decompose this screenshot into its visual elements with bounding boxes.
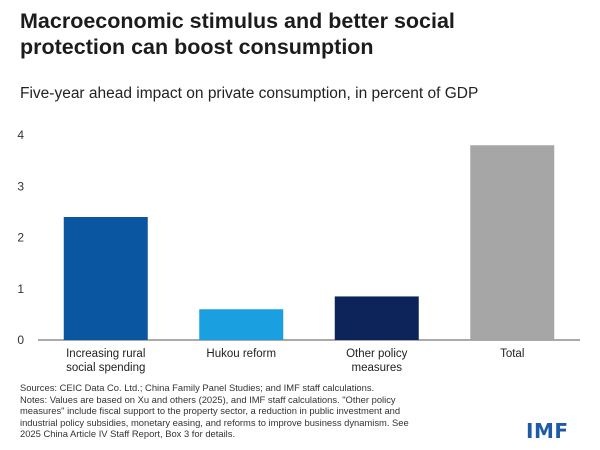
notes-line-3: industrial policy subsidies, monetary ea… (20, 416, 409, 428)
bar-chart: 0 1 2 3 4 Increasing rural social spending Huko… (17, 128, 580, 374)
x-tick-label: Other policy measures (346, 348, 408, 374)
notes-line-1: Notes: Values are based on Xu and others… (20, 393, 396, 405)
chart-title-line-2: protection can boost consumption (20, 35, 374, 59)
y-tick-label: 0 (17, 333, 24, 347)
bar (199, 309, 284, 340)
x-tick-label-line: social spending (66, 362, 145, 374)
x-tick-label-line: Hukou reform (206, 348, 276, 360)
chart-title: Macroeconomic stimulus and better social… (20, 8, 580, 60)
y-tick-label: 4 (17, 128, 24, 142)
chart-footer: Sources: CEIC Data Co. Ltd.; China Famil… (20, 382, 520, 440)
chart-title-line-1: Macroeconomic stimulus and better social (20, 9, 455, 33)
bar (63, 217, 148, 340)
sources-note: Sources: CEIC Data Co. Ltd.; China Famil… (20, 382, 375, 393)
bar (470, 145, 555, 340)
notes-line-4: 2025 China Article IV Staff Report, Box … (20, 428, 236, 440)
x-tick-label-line: Other policy (346, 348, 408, 360)
y-tick-label: 2 (17, 231, 24, 245)
x-tick-label: Hukou reform (206, 348, 276, 360)
x-tick-label: Total (500, 348, 524, 360)
chart-subtitle: Five-year ahead impact on private consum… (20, 85, 479, 102)
y-tick-label: 3 (17, 179, 24, 193)
x-tick-label-line: Total (500, 348, 524, 360)
y-tick-label: 1 (17, 282, 24, 296)
x-tick-label-line: Increasing rural (66, 348, 145, 360)
bar (334, 296, 419, 340)
notes-line-2: measures" include fiscal support to the … (20, 405, 401, 417)
imf-logo: IMF (526, 419, 569, 443)
x-tick-label-line: measures (352, 362, 403, 374)
x-tick-label: Increasing rural social spending (66, 348, 145, 374)
